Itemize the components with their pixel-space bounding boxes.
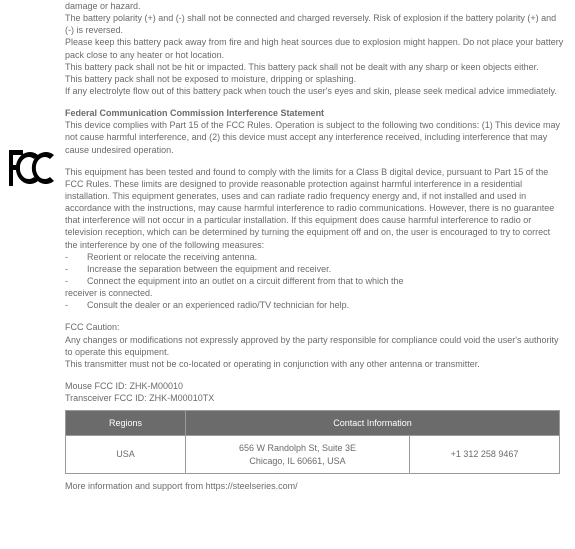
table-row: USA 656 W Randolph St, Suite 3E Chicago,… xyxy=(66,436,560,473)
fcc-caution-paragraph: This transmitter must not be co-located … xyxy=(65,358,565,370)
bullet-text: Consult the dealer or an experienced rad… xyxy=(87,299,349,311)
warning-line: Please keep this battery pack away from … xyxy=(65,36,565,60)
fcc-bullet: -Consult the dealer or an experienced ra… xyxy=(65,299,565,311)
th-regions: Regions xyxy=(66,411,186,436)
mouse-fcc-id: Mouse FCC ID: ZHK-M00010 xyxy=(65,380,565,392)
td-address: 656 W Randolph St, Suite 3E Chicago, IL … xyxy=(186,436,410,473)
warning-line: damage or hazard. xyxy=(65,0,565,12)
fcc-logo-icon xyxy=(8,148,56,188)
fcc-paragraph: This equipment has been tested and found… xyxy=(65,166,565,251)
transceiver-fcc-id: Transceiver FCC ID: ZHK-M00010TX xyxy=(65,392,565,404)
fcc-caution-heading: FCC Caution: xyxy=(65,321,565,333)
bullet-text: Reorient or relocate the receiving anten… xyxy=(87,251,257,263)
td-region: USA xyxy=(66,436,186,473)
th-contact: Contact Information xyxy=(186,411,560,436)
td-phone: +1 312 258 9467 xyxy=(410,436,560,473)
fcc-bullet: -Connect the equipment into an outlet on… xyxy=(65,275,565,287)
warning-line: The battery polarity (+) and (-) shall n… xyxy=(65,12,565,36)
fcc-bullet: -Increase the separation between the equ… xyxy=(65,263,565,275)
fcc-bullet: -Reorient or relocate the receiving ante… xyxy=(65,251,565,263)
warning-line: This battery pack shall not be exposed t… xyxy=(65,73,565,85)
fcc-caution-paragraph: Any changes or modifications not express… xyxy=(65,334,565,358)
fcc-paragraph: This device complies with Part 15 of the… xyxy=(65,119,565,155)
contact-table: Regions Contact Information USA 656 W Ra… xyxy=(65,410,560,473)
bullet-text: Increase the separation between the equi… xyxy=(87,263,331,275)
bullet-continuation: receiver is connected. xyxy=(65,287,565,299)
table-header-row: Regions Contact Information xyxy=(66,411,560,436)
footer-link-text: More information and support from https:… xyxy=(65,480,565,492)
warning-line: If any electrolyte flow out of this batt… xyxy=(65,85,565,97)
warning-line: This battery pack shall not be hit or im… xyxy=(65,61,565,73)
fcc-heading: Federal Communication Commission Interfe… xyxy=(65,107,565,119)
bullet-text: Connect the equipment into an outlet on … xyxy=(87,275,404,287)
